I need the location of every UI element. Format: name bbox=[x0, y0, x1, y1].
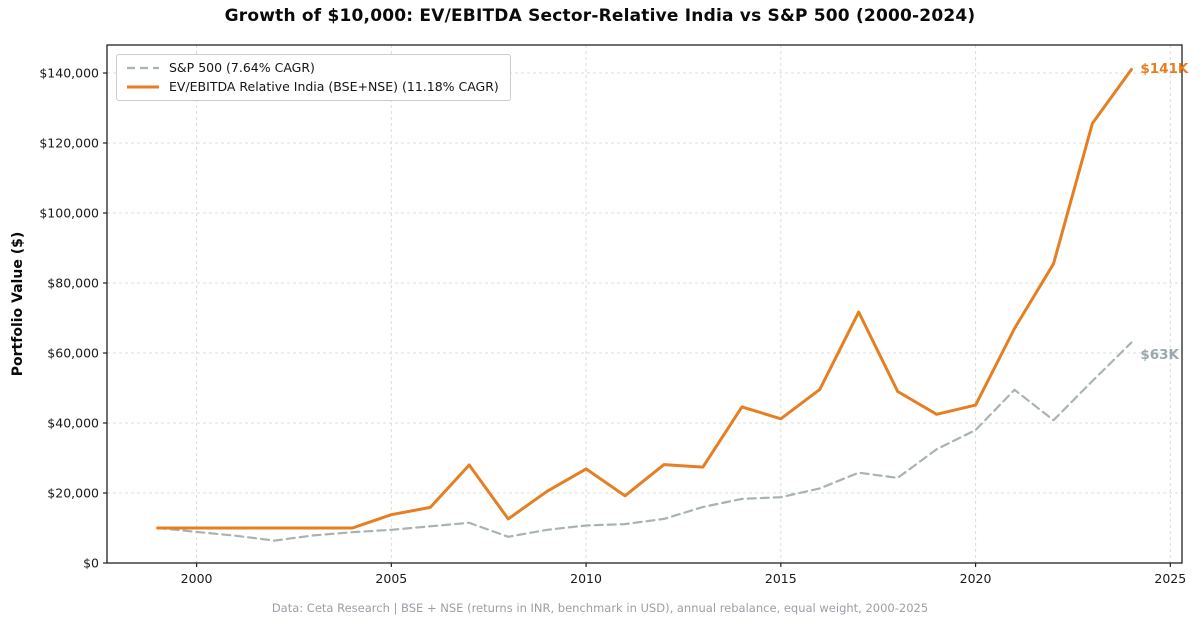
x-tick-label: 2005 bbox=[375, 571, 407, 586]
annotation-sp500-end-value: $63K bbox=[1140, 346, 1180, 363]
legend-item-sp500: S&P 500 (7.64% CAGR) bbox=[126, 60, 499, 75]
y-tick-label: $0 bbox=[83, 556, 99, 571]
y-tick-label: $100,000 bbox=[39, 206, 99, 221]
legend-label: EV/EBITDA Relative India (BSE+NSE) (11.1… bbox=[169, 79, 499, 94]
legend: S&P 500 (7.64% CAGR) EV/EBITDA Relative … bbox=[116, 54, 511, 101]
plot-border bbox=[106, 44, 1183, 564]
legend-line-sample-solid bbox=[127, 85, 159, 88]
y-tick-label: $140,000 bbox=[39, 66, 99, 81]
legend-label: S&P 500 (7.64% CAGR) bbox=[169, 60, 315, 75]
chart-title: Growth of $10,000: EV/EBITDA Sector-Rela… bbox=[224, 6, 976, 26]
y-tick-label: $120,000 bbox=[39, 136, 99, 151]
source-caption: Data: Ceta Research | BSE + NSE (returns… bbox=[271, 601, 929, 615]
x-tick-label: 2025 bbox=[1154, 571, 1186, 586]
legend-line-sample-dashed bbox=[127, 66, 159, 69]
series-line-india-ev-ebitda bbox=[156, 68, 1133, 530]
series-line-sp500 bbox=[156, 341, 1133, 542]
x-tick-label: 2000 bbox=[181, 571, 213, 586]
x-tick-label: 2015 bbox=[765, 571, 797, 586]
y-tick-label: $20,000 bbox=[47, 486, 99, 501]
y-tick-label: $80,000 bbox=[47, 276, 99, 291]
legend-item-india: EV/EBITDA Relative India (BSE+NSE) (11.1… bbox=[126, 79, 499, 94]
annotation-india-end-value: $141K bbox=[1140, 60, 1189, 77]
x-tick-label: 2010 bbox=[570, 571, 602, 586]
x-tick-label: 2020 bbox=[960, 571, 992, 586]
y-tick-label: $60,000 bbox=[47, 346, 99, 361]
y-tick-label: $40,000 bbox=[47, 416, 99, 431]
